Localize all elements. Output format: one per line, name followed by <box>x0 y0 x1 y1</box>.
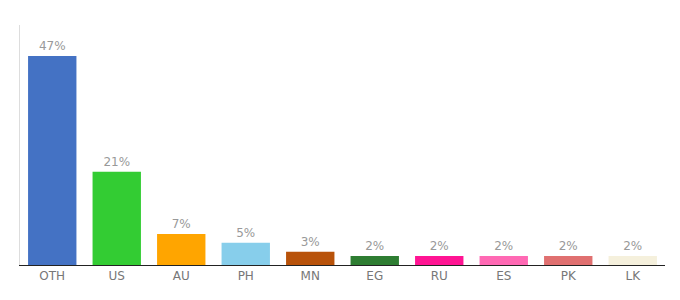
svg-text:AU: AU <box>173 269 190 283</box>
svg-text:US: US <box>109 269 125 283</box>
svg-text:LK: LK <box>625 269 641 283</box>
svg-text:47%: 47% <box>39 39 66 53</box>
svg-text:EG: EG <box>366 269 383 283</box>
svg-text:3%: 3% <box>301 235 320 249</box>
svg-text:7%: 7% <box>172 217 191 231</box>
svg-text:RU: RU <box>431 269 448 283</box>
svg-text:OTH: OTH <box>39 269 65 283</box>
svg-text:PK: PK <box>561 269 577 283</box>
svg-text:21%: 21% <box>103 155 130 169</box>
svg-text:2%: 2% <box>430 239 449 253</box>
svg-text:2%: 2% <box>623 239 642 253</box>
svg-text:ES: ES <box>496 269 511 283</box>
svg-text:2%: 2% <box>559 239 578 253</box>
svg-text:5%: 5% <box>236 226 255 240</box>
svg-text:2%: 2% <box>494 239 513 253</box>
svg-text:MN: MN <box>301 269 320 283</box>
svg-text:PH: PH <box>238 269 254 283</box>
svg-text:2%: 2% <box>365 239 384 253</box>
